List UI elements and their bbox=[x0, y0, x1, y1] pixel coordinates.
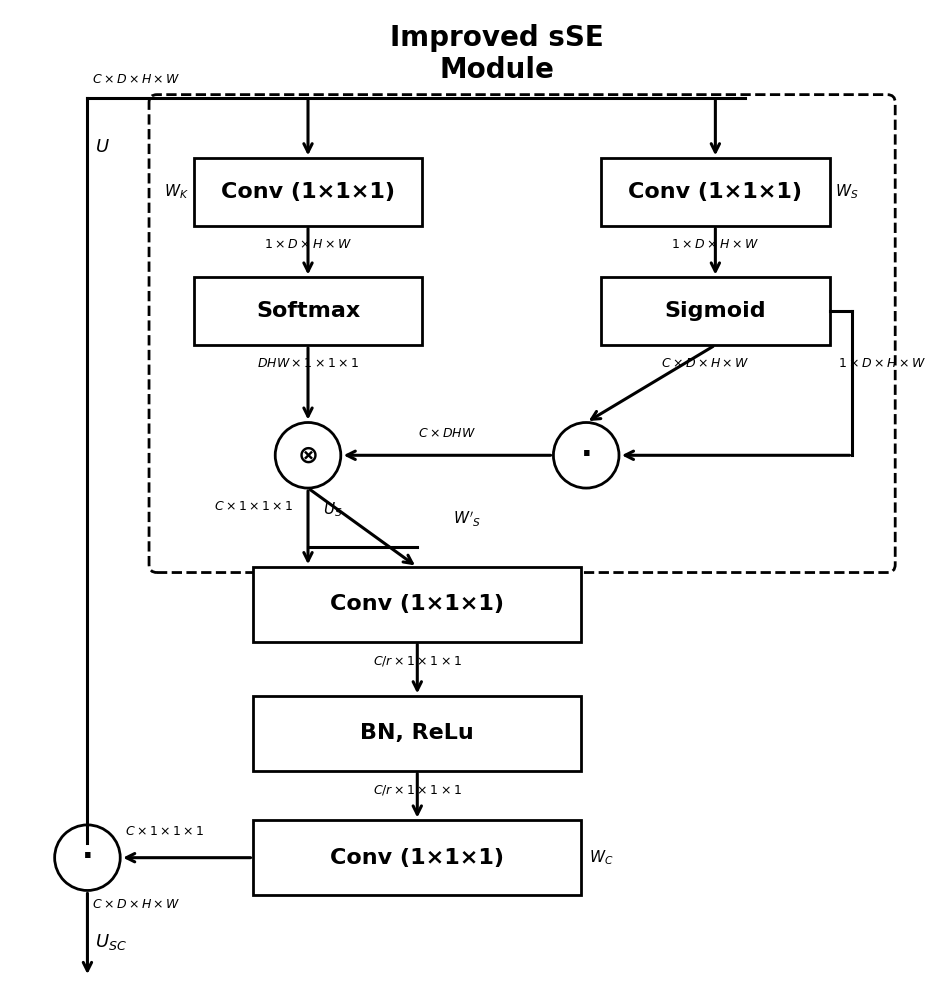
Text: ⊗: ⊗ bbox=[297, 443, 319, 467]
Text: Conv (1×1×1): Conv (1×1×1) bbox=[330, 594, 504, 614]
Text: $C \times D \times H \times W$: $C \times D \times H \times W$ bbox=[93, 898, 181, 911]
Bar bbox=[601, 158, 830, 226]
Bar bbox=[194, 277, 422, 345]
Text: ·: · bbox=[81, 843, 94, 872]
Text: Softmax: Softmax bbox=[255, 301, 360, 321]
Text: Conv (1×1×1): Conv (1×1×1) bbox=[330, 848, 504, 868]
Text: Conv (1×1×1): Conv (1×1×1) bbox=[628, 182, 802, 202]
Text: $C \times DHW$: $C \times DHW$ bbox=[418, 427, 476, 440]
Text: $U_S$: $U_S$ bbox=[323, 500, 342, 519]
Bar bbox=[254, 696, 581, 771]
Text: Conv (1×1×1): Conv (1×1×1) bbox=[221, 182, 395, 202]
Text: $1 \times D \times H \times W$: $1 \times D \times H \times W$ bbox=[837, 357, 925, 370]
Text: $U_{SC}$: $U_{SC}$ bbox=[96, 932, 128, 952]
Text: $C \times 1 \times 1 \times 1$: $C \times 1 \times 1 \times 1$ bbox=[214, 500, 293, 513]
Text: BN, ReLu: BN, ReLu bbox=[360, 723, 474, 743]
Text: $C/r \times 1 \times 1 \times 1$: $C/r \times 1 \times 1 \times 1$ bbox=[373, 783, 462, 797]
Text: $W'_S$: $W'_S$ bbox=[453, 510, 482, 529]
Text: $C \times 1 \times 1 \times 1$: $C \times 1 \times 1 \times 1$ bbox=[125, 825, 204, 838]
Text: $1 \times D \times H \times W$: $1 \times D \times H \times W$ bbox=[264, 238, 352, 251]
Text: ·: · bbox=[581, 441, 592, 470]
Text: $DHW \times 1 \times 1 \times 1$: $DHW \times 1 \times 1 \times 1$ bbox=[257, 357, 359, 370]
Text: $W_C$: $W_C$ bbox=[589, 848, 614, 867]
Bar bbox=[254, 567, 581, 642]
Bar bbox=[601, 277, 830, 345]
Bar bbox=[254, 820, 581, 895]
Text: $U$: $U$ bbox=[96, 138, 111, 156]
Text: $C \times D \times H \times W$: $C \times D \times H \times W$ bbox=[661, 357, 749, 370]
Text: $1 \times D \times H \times W$: $1 \times D \times H \times W$ bbox=[672, 238, 760, 251]
Bar bbox=[194, 158, 422, 226]
Text: $C \times D \times H \times W$: $C \times D \times H \times W$ bbox=[93, 73, 181, 86]
Text: Sigmoid: Sigmoid bbox=[664, 301, 766, 321]
Text: $C/r \times 1 \times 1 \times 1$: $C/r \times 1 \times 1 \times 1$ bbox=[373, 654, 462, 668]
Text: Module: Module bbox=[439, 56, 554, 84]
Text: $W_S$: $W_S$ bbox=[834, 183, 858, 201]
Text: Improved sSE: Improved sSE bbox=[390, 24, 604, 52]
Text: $W_K$: $W_K$ bbox=[164, 183, 189, 201]
